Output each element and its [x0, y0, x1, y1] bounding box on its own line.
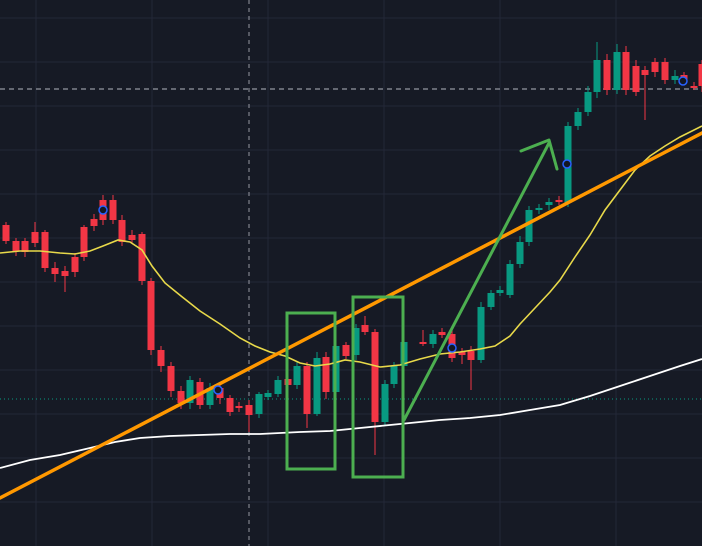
candle-down — [322, 357, 330, 392]
annotations — [285, 138, 559, 479]
signal-marker — [447, 343, 457, 353]
candle-down — [698, 64, 702, 86]
candle-up — [487, 293, 495, 307]
annotation-arrow-head — [519, 138, 559, 171]
moving-average-slow — [0, 358, 702, 469]
candle-up — [264, 393, 272, 397]
candle-down — [177, 391, 185, 403]
candle-up — [429, 334, 437, 344]
candle-down — [2, 225, 10, 241]
candle-down — [419, 342, 427, 344]
candle-down — [303, 366, 311, 414]
candle-up — [535, 208, 543, 210]
signal-marker — [678, 76, 688, 86]
candle-up — [390, 366, 398, 384]
candle-down — [41, 232, 49, 268]
candle-down — [31, 232, 39, 243]
annotation-arrow — [402, 141, 551, 422]
candle-up — [293, 366, 301, 385]
moving-average-fast — [0, 125, 702, 368]
candle-down — [109, 200, 117, 220]
moving-averages — [0, 125, 702, 469]
signal-marker — [213, 385, 223, 395]
candle-down — [438, 332, 446, 335]
trendline-layer — [0, 131, 702, 500]
signal-marker — [562, 159, 572, 169]
annotation-box — [285, 311, 337, 471]
candle-up — [352, 328, 360, 355]
candle-down — [651, 62, 659, 72]
candle-down — [226, 398, 234, 412]
candle-up — [274, 380, 282, 394]
candle-up — [477, 307, 485, 360]
candle-down — [90, 219, 98, 226]
trendline — [0, 131, 702, 500]
candle-down — [61, 271, 69, 276]
candle-down — [235, 406, 243, 408]
candle-up — [255, 394, 263, 414]
candle-up — [506, 264, 514, 295]
candle-down — [690, 86, 698, 88]
candle-up — [593, 60, 601, 92]
candle-up — [671, 76, 679, 80]
candle-up — [381, 384, 389, 422]
candle-down — [458, 352, 466, 355]
candle-down — [603, 60, 611, 90]
candle-down — [342, 345, 350, 356]
candle-up — [574, 112, 582, 126]
candle-up — [545, 202, 553, 205]
candle-up — [525, 210, 533, 242]
candle-down — [467, 351, 475, 360]
candle-down — [21, 241, 29, 252]
candle-down — [71, 257, 79, 272]
candle-down — [641, 70, 649, 75]
candle-down — [622, 52, 630, 90]
candle-up — [186, 380, 194, 403]
candle-down — [632, 66, 640, 92]
candle-down — [167, 366, 175, 391]
price-lines — [0, 88, 702, 400]
candle-down — [138, 234, 146, 281]
candle-down — [157, 350, 165, 366]
annotation-box — [351, 295, 405, 479]
candle-down — [118, 220, 126, 242]
candle-down — [12, 241, 20, 251]
candle-down — [80, 227, 88, 257]
candle-down — [361, 325, 369, 332]
candle-up — [613, 52, 621, 90]
candle-down — [128, 235, 136, 240]
markers — [98, 76, 688, 395]
candle-down — [51, 268, 59, 274]
candle-down — [371, 332, 379, 422]
candle-up — [496, 290, 504, 293]
candle-down — [245, 405, 253, 415]
candle-up — [584, 92, 592, 112]
candle-up — [313, 358, 321, 414]
signal-marker — [98, 205, 108, 215]
candle-down — [661, 62, 669, 80]
candle-up — [206, 388, 214, 405]
candle-down — [147, 281, 155, 350]
candle-up — [516, 242, 524, 264]
candle-down — [555, 200, 563, 202]
